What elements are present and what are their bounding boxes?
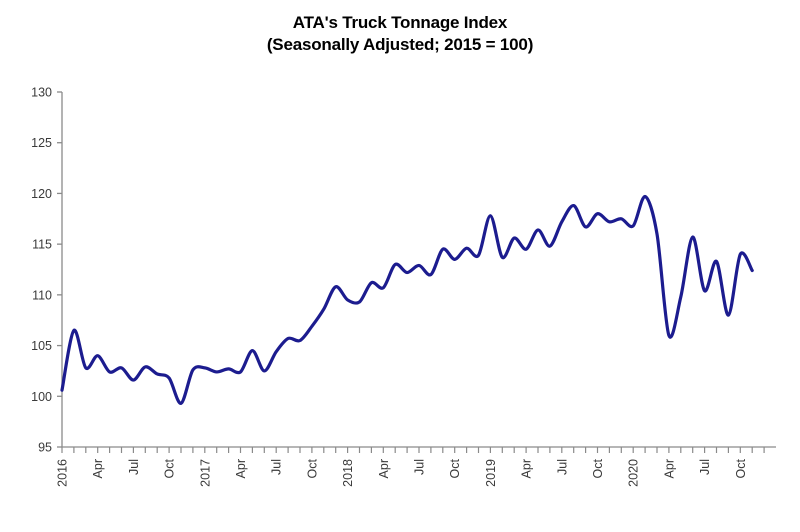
x-tick-label: Oct	[591, 458, 605, 478]
chart-title-line-1: ATA's Truck Tonnage Index	[292, 13, 508, 32]
x-tick-label: Jul	[555, 459, 569, 475]
x-tick-label: Oct	[448, 458, 462, 478]
x-tick-label: Jul	[127, 459, 141, 475]
y-tick-label: 105	[31, 339, 52, 353]
y-tick-label: 130	[31, 86, 52, 100]
x-tick-label: Apr	[520, 459, 534, 478]
x-tick-label: 2018	[341, 459, 355, 487]
x-axis: 2016 Apr Jul Oct 2017 Apr Jul Oct 2018 Apr Jul Oct 2…	[56, 446, 776, 487]
x-tick-label: Apr	[91, 459, 105, 478]
x-tick-label: 2016	[56, 459, 70, 487]
data-series-line	[60, 194, 754, 405]
y-tick-label: 115	[32, 238, 52, 252]
y-tick-label: 110	[32, 288, 52, 302]
y-axis: 95 100 105 110 115 120 125 130	[31, 86, 63, 455]
x-tick-label: Oct	[163, 458, 177, 478]
chart-title: ATA's Truck Tonnage Index (Seasonally Ad…	[0, 12, 800, 56]
x-tick-label: 2017	[198, 459, 212, 487]
tonnage-index-line	[60, 194, 754, 405]
y-tick-label: 120	[31, 187, 52, 201]
x-tick-label: Apr	[662, 459, 676, 478]
x-tick-label: Oct	[734, 458, 748, 478]
y-tick-label: 125	[31, 136, 52, 150]
y-tick-label: 95	[38, 441, 52, 455]
y-tick-label: 100	[31, 390, 52, 404]
x-tick-label: Apr	[234, 459, 248, 478]
x-tick-label: 2019	[484, 459, 498, 487]
x-tick-label: Oct	[305, 458, 319, 478]
x-tick-label: Jul	[270, 459, 284, 475]
x-tick-label: Jul	[698, 459, 712, 475]
x-tick-label: 2020	[627, 459, 641, 487]
x-tick-label: Jul	[413, 459, 427, 475]
chart-title-line-2: (Seasonally Adjusted; 2015 = 100)	[266, 35, 534, 54]
x-tick-label: Apr	[377, 459, 391, 478]
